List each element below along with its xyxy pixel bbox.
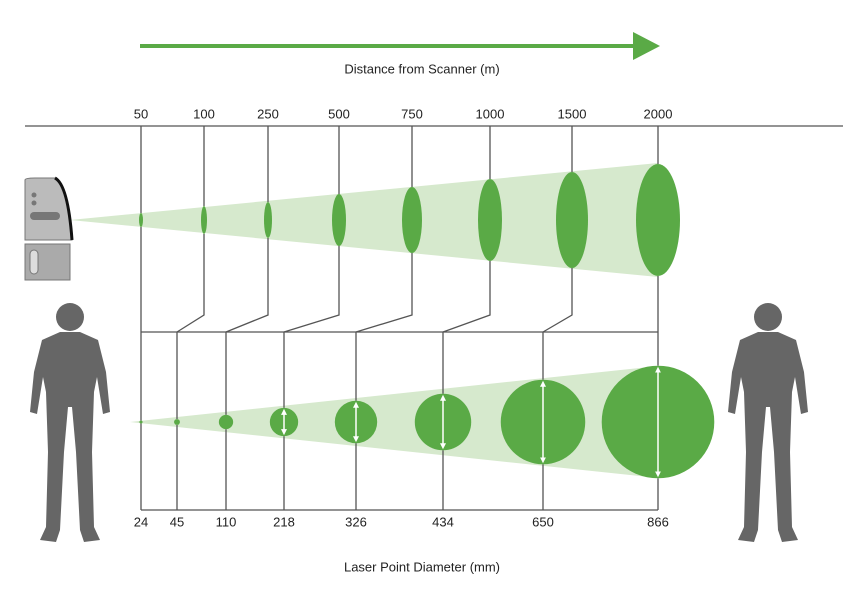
spot-circle	[174, 419, 180, 425]
spot-ellipse	[402, 187, 422, 253]
spot-ellipse	[478, 179, 502, 261]
spot-circle	[139, 420, 143, 424]
diameter-label: 866	[647, 514, 669, 529]
connector	[283, 246, 340, 333]
distance-arrowhead	[633, 32, 660, 60]
diameter-label: 45	[170, 514, 184, 529]
spot-ellipse	[139, 213, 143, 227]
diameter-label: 110	[216, 514, 237, 529]
top-label: Distance from Scanner (m)	[344, 61, 499, 76]
connector	[225, 238, 269, 333]
scanner	[24, 176, 74, 281]
spot-ellipse	[556, 172, 588, 268]
spot-ellipse	[636, 164, 680, 276]
diameter-label: 650	[532, 514, 554, 529]
diameter-label: 218	[273, 514, 295, 529]
connector	[442, 261, 491, 333]
distance-label: 100	[193, 106, 215, 121]
person-right	[728, 303, 808, 542]
diameter-label: 326	[345, 514, 367, 529]
spot-ellipse	[264, 202, 272, 238]
diameter-label: 24	[134, 514, 148, 529]
person-left	[30, 303, 110, 542]
top-beam	[70, 163, 658, 277]
distance-label: 250	[257, 106, 279, 121]
connector	[176, 234, 205, 333]
distance-label: 500	[328, 106, 350, 121]
distance-label: 50	[134, 106, 148, 121]
connector	[355, 253, 413, 333]
distance-label: 1500	[558, 106, 587, 121]
bottom-label: Laser Point Diameter (mm)	[344, 559, 500, 574]
distance-label: 1000	[476, 106, 505, 121]
spot-ellipse	[332, 194, 346, 246]
spot-circle	[218, 414, 234, 430]
distance-label: 750	[401, 106, 423, 121]
spot-ellipse	[201, 206, 207, 234]
diameter-label: 434	[432, 514, 454, 529]
distance-label: 2000	[644, 106, 673, 121]
connector	[542, 268, 573, 333]
